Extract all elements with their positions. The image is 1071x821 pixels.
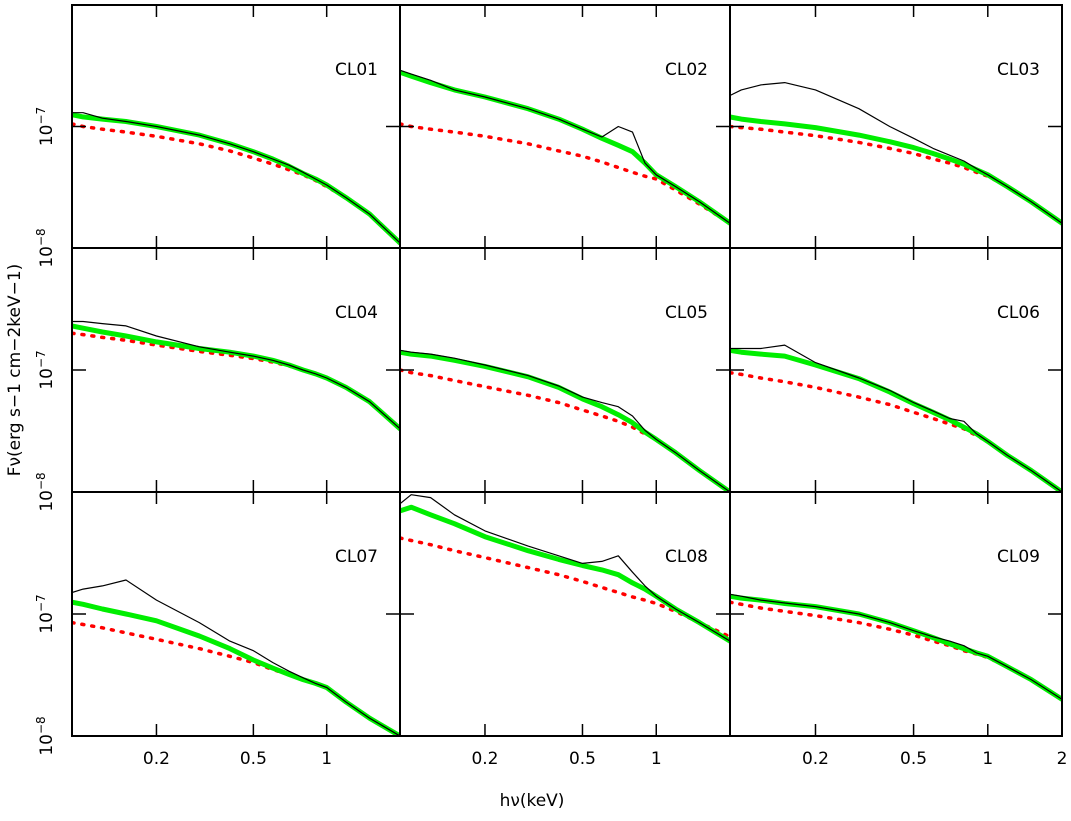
y-tick-label: 10−7 (34, 350, 57, 389)
data-line (72, 112, 400, 244)
panel-title: CL05 (665, 303, 708, 323)
panel (400, 349, 730, 492)
panel (72, 320, 400, 432)
component-line (72, 620, 400, 736)
model-line (400, 349, 730, 492)
x-tick-label: 1 (982, 749, 993, 769)
panel (730, 593, 1062, 702)
panel (400, 69, 730, 226)
panel (730, 81, 1062, 226)
component-line (730, 600, 1062, 702)
panel-title: CL06 (997, 303, 1040, 323)
x-tick-label: 0.2 (802, 749, 829, 769)
panel-frame (399, 4, 731, 249)
x-tick-label: 0.5 (569, 749, 596, 769)
y-tick-label: 10−8 (34, 228, 57, 267)
panel-frame (71, 4, 401, 249)
panel (72, 579, 400, 736)
x-tick-label: 0.2 (143, 749, 170, 769)
data-line (730, 81, 1062, 224)
component-line (72, 331, 400, 431)
panel-title: CL02 (665, 60, 708, 80)
model-line (400, 69, 730, 226)
x-axis-label: hν(keV) (500, 791, 565, 811)
model-line (400, 504, 730, 644)
data-line (400, 494, 730, 642)
panel-title: CL04 (335, 303, 378, 323)
y-tick-label: 10−8 (34, 716, 57, 755)
data-line (730, 344, 1062, 492)
panel-title: CL07 (335, 547, 378, 567)
panel-frame (729, 4, 1063, 249)
component-line (400, 536, 730, 639)
model-line (72, 599, 400, 736)
data-line (400, 349, 730, 492)
y-tick-label: 10−8 (34, 472, 57, 511)
model-line (72, 112, 400, 246)
component-line (72, 122, 400, 245)
data-line (72, 320, 400, 430)
panel-title: CL09 (997, 547, 1040, 567)
panel-frame (729, 247, 1063, 493)
x-tick-label: 2 (1057, 749, 1068, 769)
component-line (400, 122, 730, 225)
y-tick-label: 10−7 (34, 594, 57, 633)
x-tick-label: 1 (321, 749, 332, 769)
y-tick-label: 10−7 (34, 107, 57, 146)
panel-title: CL01 (335, 60, 378, 80)
panel-frame (729, 491, 1063, 737)
data-line (72, 579, 400, 736)
panel-frame (71, 247, 401, 493)
x-tick-label: 0.2 (471, 749, 498, 769)
y-axis-label: Fν(erg s−1 cm−2keV−1) (5, 264, 25, 477)
panel (72, 112, 400, 246)
panel-title: CL08 (665, 547, 708, 567)
x-tick-label: 0.5 (240, 749, 267, 769)
data-line (400, 69, 730, 224)
data-line (730, 593, 1062, 700)
component-line (730, 370, 1062, 492)
model-line (730, 347, 1062, 492)
panel (730, 344, 1062, 492)
panel-title: CL03 (997, 60, 1040, 80)
component-line (730, 124, 1062, 225)
x-tick-label: 1 (651, 749, 662, 769)
panel (400, 494, 730, 644)
x-tick-label: 0.5 (900, 749, 927, 769)
